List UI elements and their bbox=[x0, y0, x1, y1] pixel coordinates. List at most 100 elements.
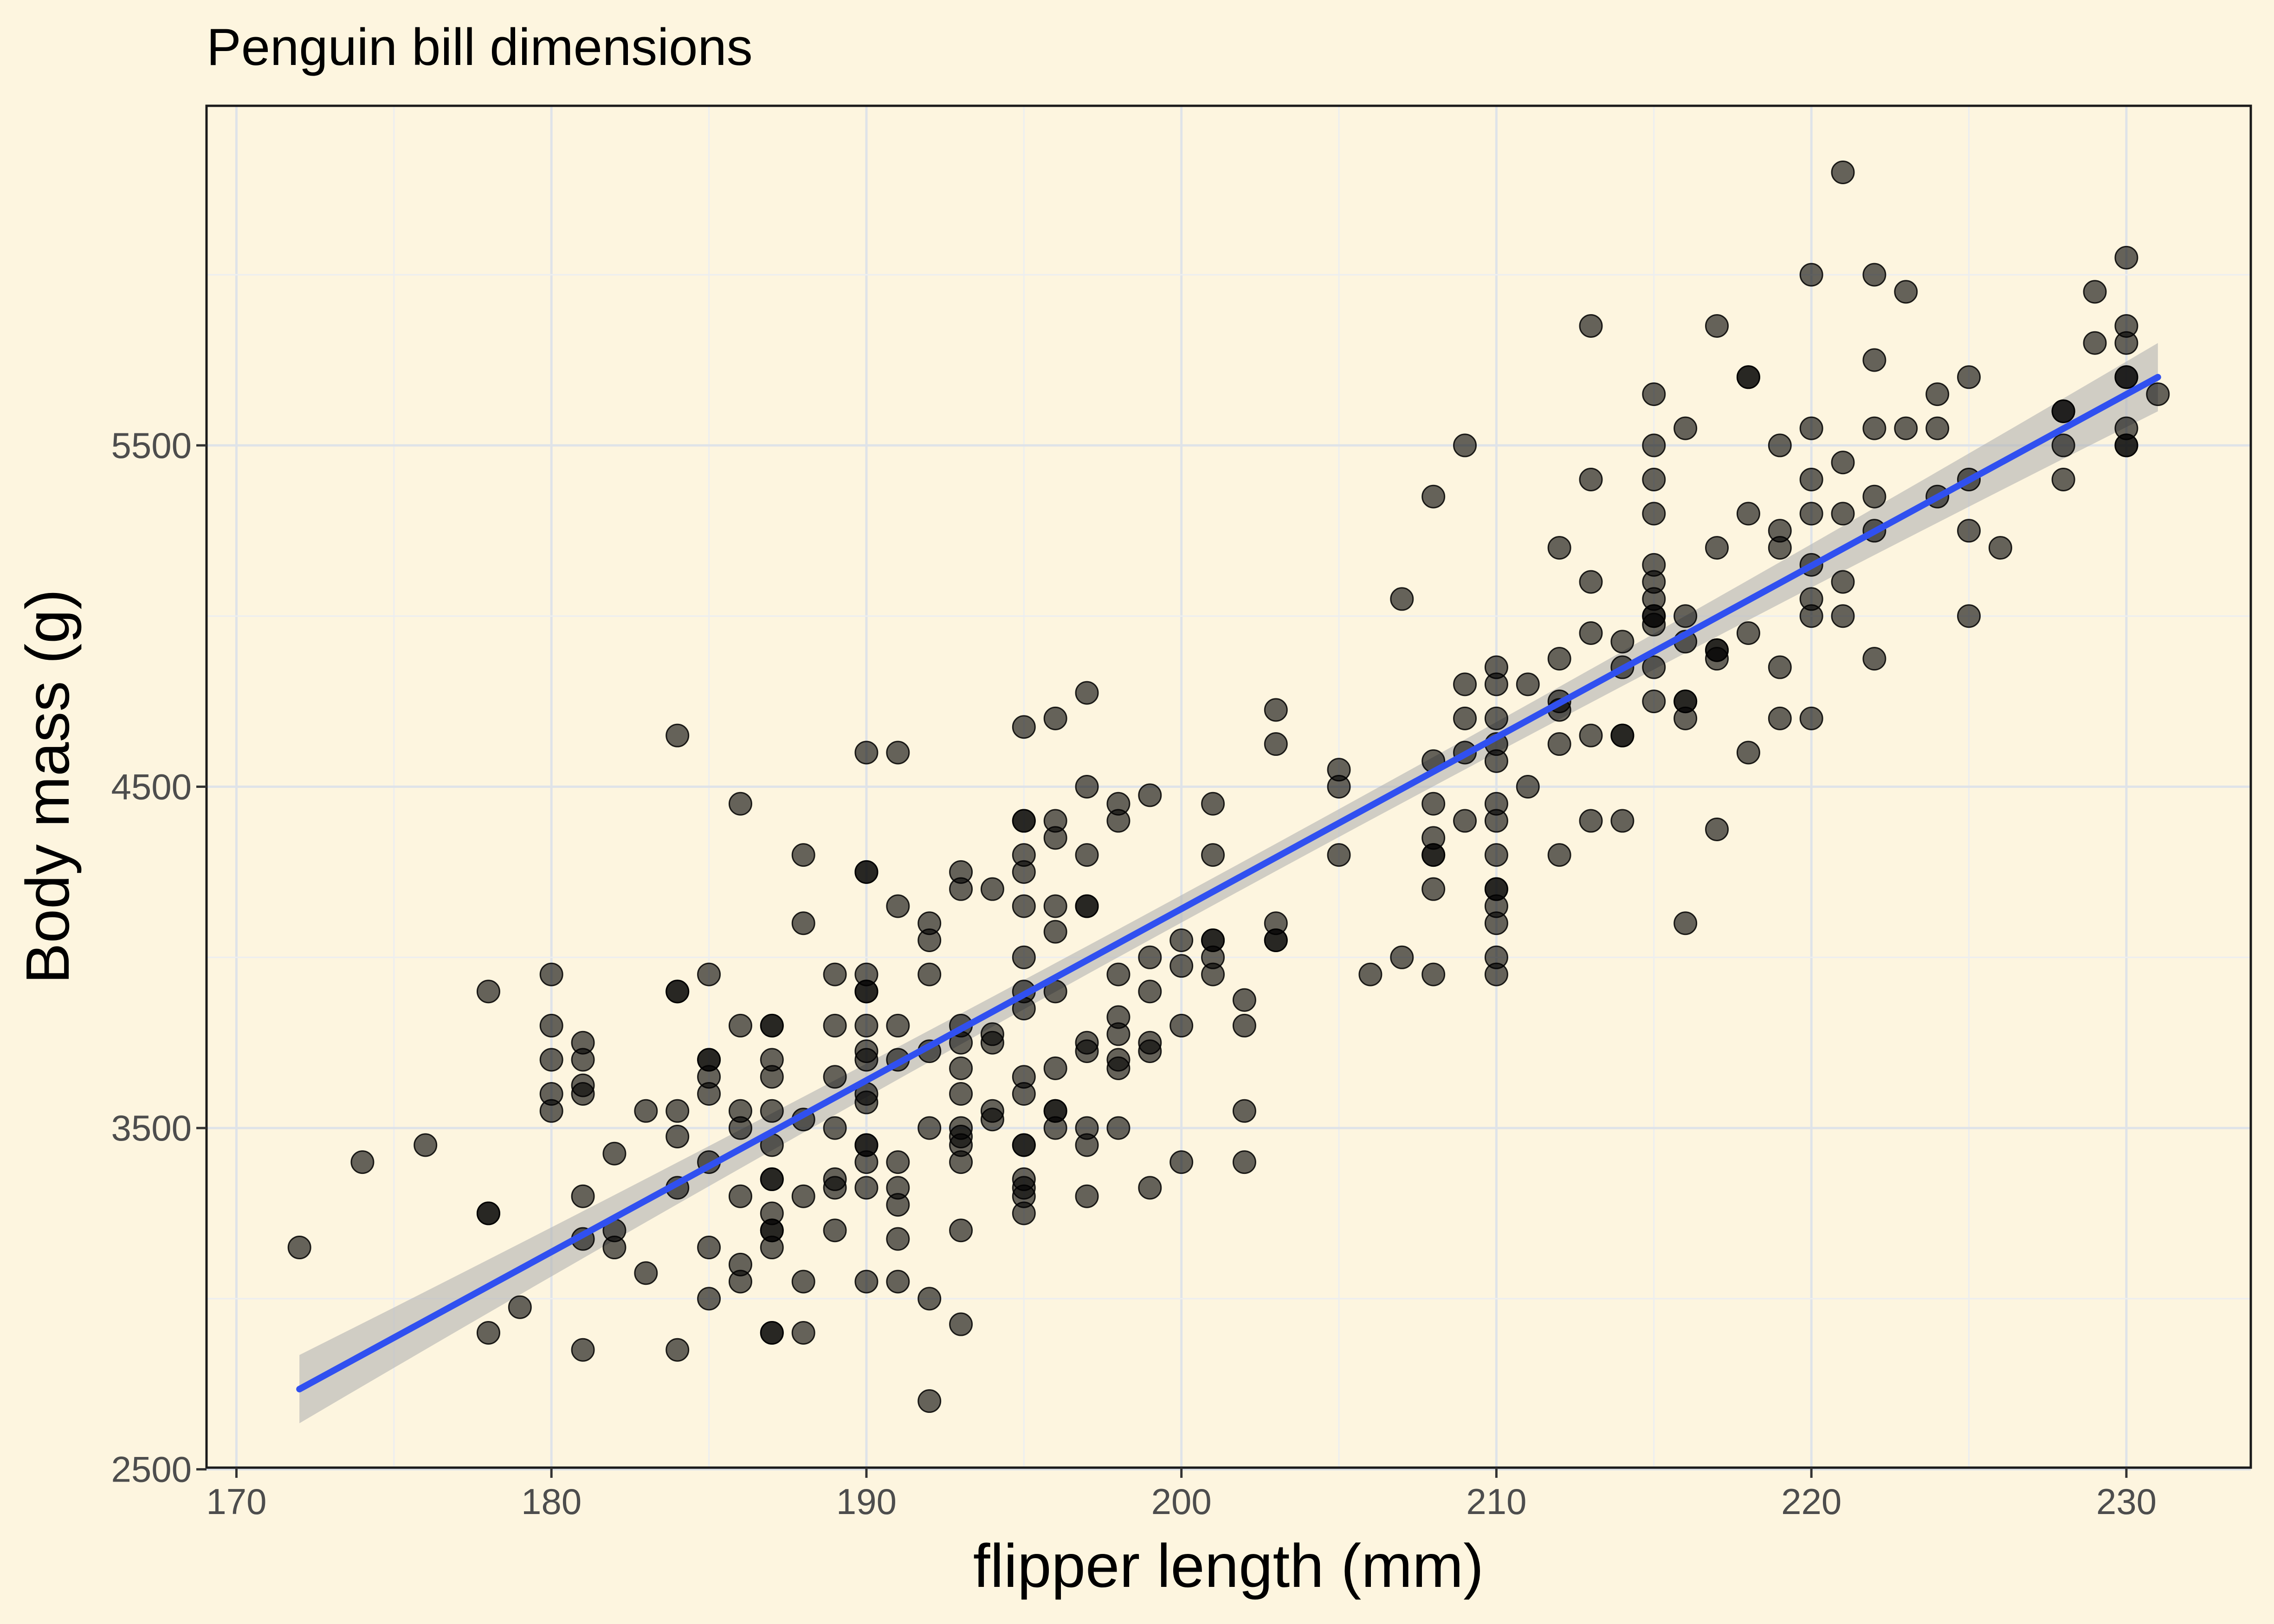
data-point bbox=[2146, 382, 2170, 406]
data-point bbox=[1138, 1176, 1162, 1200]
data-point bbox=[1894, 280, 1918, 304]
data-point bbox=[1673, 911, 1698, 935]
data-point bbox=[760, 1236, 784, 1260]
regression-line bbox=[296, 374, 2161, 1392]
data-point bbox=[476, 980, 500, 1004]
data-point bbox=[854, 980, 879, 1004]
data-point bbox=[1043, 894, 1067, 918]
x-tick-label: 220 bbox=[1781, 1481, 1841, 1522]
data-point bbox=[1799, 604, 1823, 628]
data-point bbox=[1453, 706, 1477, 730]
data-point bbox=[2083, 280, 2107, 304]
data-point bbox=[1138, 783, 1162, 807]
data-point bbox=[571, 1082, 595, 1106]
data-point bbox=[1799, 502, 1823, 526]
data-point bbox=[1421, 843, 1446, 867]
data-point bbox=[1799, 263, 1823, 287]
data-point bbox=[571, 1338, 595, 1362]
data-point bbox=[1516, 775, 1540, 799]
data-point bbox=[917, 962, 942, 986]
data-point bbox=[1138, 1039, 1162, 1063]
data-point bbox=[1484, 962, 1508, 986]
data-point bbox=[1705, 314, 1729, 338]
data-point bbox=[1862, 416, 1886, 440]
data-point bbox=[1232, 988, 1256, 1012]
y-axis-title: Body mass (g) bbox=[13, 589, 82, 984]
data-point bbox=[1799, 706, 1823, 730]
data-point bbox=[823, 1116, 847, 1140]
data-point bbox=[1768, 433, 1792, 458]
data-point bbox=[1012, 945, 1036, 969]
data-point bbox=[1736, 621, 1760, 645]
x-axis-title: flipper length (mm) bbox=[973, 1532, 1484, 1600]
data-point bbox=[2114, 331, 2138, 355]
x-tick-label: 200 bbox=[1151, 1481, 1212, 1522]
data-point bbox=[539, 962, 563, 986]
data-point bbox=[1673, 706, 1698, 730]
data-point bbox=[1012, 715, 1036, 739]
data-point bbox=[1232, 1099, 1256, 1123]
data-point bbox=[1264, 732, 1288, 756]
data-point bbox=[1232, 1013, 1256, 1038]
data-point bbox=[2114, 245, 2138, 270]
data-point bbox=[854, 860, 879, 884]
data-point bbox=[728, 1013, 752, 1038]
data-point bbox=[539, 1048, 563, 1072]
data-point bbox=[1169, 1150, 1194, 1174]
data-point bbox=[350, 1150, 375, 1174]
data-point bbox=[1484, 672, 1508, 696]
data-point bbox=[823, 1218, 847, 1243]
data-point bbox=[2051, 467, 2075, 491]
data-point bbox=[760, 1167, 784, 1191]
data-point bbox=[1516, 672, 1540, 696]
data-point bbox=[1075, 1184, 1099, 1208]
data-point bbox=[665, 1099, 690, 1123]
data-point bbox=[1642, 502, 1666, 526]
data-point bbox=[665, 1124, 690, 1148]
data-point bbox=[1799, 416, 1823, 440]
data-point bbox=[1547, 843, 1571, 867]
regression-line-layer bbox=[296, 374, 2161, 1392]
data-point bbox=[1579, 809, 1603, 833]
data-point bbox=[1075, 843, 1099, 867]
data-point bbox=[1957, 365, 1981, 389]
data-point bbox=[791, 911, 815, 935]
data-point bbox=[823, 1176, 847, 1200]
data-point bbox=[886, 1193, 910, 1217]
data-point bbox=[508, 1295, 532, 1319]
data-point bbox=[1012, 809, 1036, 833]
data-point bbox=[1705, 647, 1729, 671]
data-point bbox=[697, 962, 721, 986]
data-point bbox=[1610, 630, 1634, 654]
data-point bbox=[854, 1270, 879, 1294]
y-tick-label: 2500 bbox=[111, 1449, 192, 1490]
data-point bbox=[917, 1116, 942, 1140]
data-point bbox=[1075, 894, 1099, 918]
data-point bbox=[1642, 655, 1666, 679]
data-point bbox=[1201, 792, 1225, 816]
data-point bbox=[1012, 1133, 1036, 1157]
data-point bbox=[1705, 536, 1729, 560]
data-point bbox=[1075, 1133, 1099, 1157]
y-axis-ticks: 2500 3500 4500 5500 bbox=[111, 425, 207, 1490]
data-point bbox=[634, 1261, 658, 1285]
data-point bbox=[1925, 382, 1950, 406]
data-point bbox=[2051, 433, 2075, 458]
data-point bbox=[980, 1108, 1004, 1132]
data-point bbox=[1831, 570, 1855, 594]
data-point bbox=[1421, 962, 1446, 986]
data-point bbox=[1957, 604, 1981, 628]
x-tick-label: 180 bbox=[521, 1481, 581, 1522]
data-point bbox=[886, 894, 910, 918]
data-point bbox=[1012, 1201, 1036, 1225]
data-point bbox=[1484, 809, 1508, 833]
data-point bbox=[1075, 1039, 1099, 1063]
data-point bbox=[1547, 647, 1571, 671]
data-point bbox=[949, 1312, 973, 1336]
data-point bbox=[823, 962, 847, 986]
data-point bbox=[1547, 732, 1571, 756]
data-point bbox=[791, 843, 815, 867]
data-point bbox=[1421, 877, 1446, 901]
data-point bbox=[2114, 365, 2138, 389]
data-point bbox=[1673, 416, 1698, 440]
